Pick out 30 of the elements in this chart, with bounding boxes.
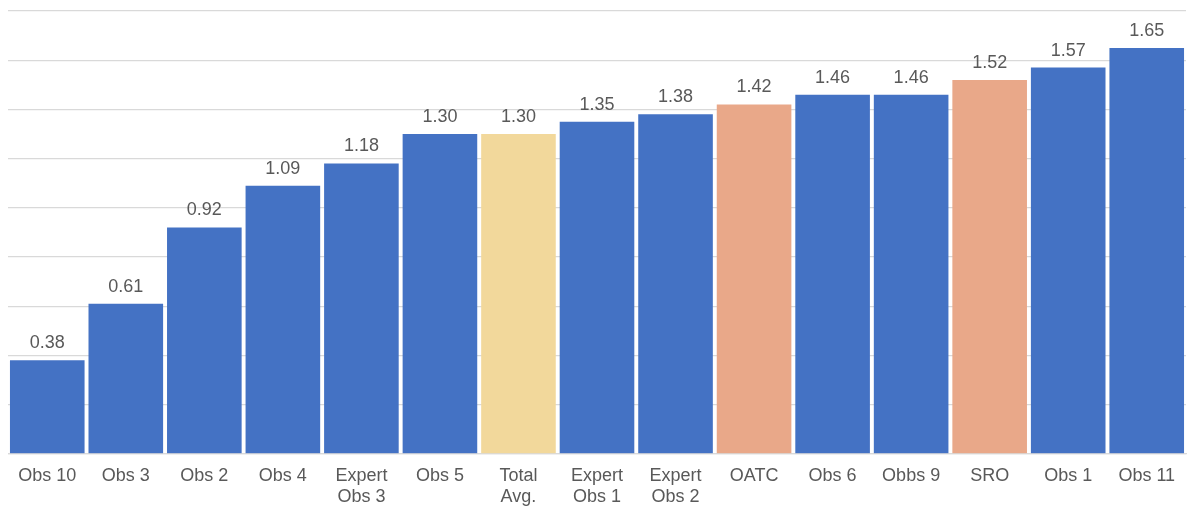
data-label: 1.52 [972,51,1008,72]
x-tick-label: OATC [729,464,779,485]
x-tick-label: Obs 11 [1118,464,1176,485]
data-label: 1.46 [815,66,851,87]
data-label: 1.18 [343,135,379,156]
data-label: 1.42 [736,76,772,97]
data-label: 1.35 [579,93,615,114]
x-tick-label: Obs 2 [180,464,229,485]
x-tick-label: Obs 1 [1044,464,1093,485]
x-tick-label: Obbs 9 [882,464,941,485]
data-label: 1.38 [658,86,694,107]
data-label: 0.38 [29,332,65,353]
data-label: 0.92 [186,199,222,220]
x-tick-label: Obs 6 [808,464,857,485]
x-tick-label: SRO [970,464,1010,485]
data-label: 1.30 [500,105,536,126]
data-label: 0.61 [108,275,144,296]
data-label: 1.30 [422,105,458,126]
x-tick-label: Expert Obs 3 [335,464,388,507]
data-label: 1.57 [1050,39,1086,60]
x-tick-label: Expert Obs 1 [570,464,624,507]
x-tick-label: Total Avg. [499,464,538,507]
x-tick-label: Obs 10 [18,464,77,485]
x-tick-label: Obs 5 [415,464,464,485]
x-tick-label: Expert Obs 2 [649,464,702,507]
x-tick-label: Obs 3 [101,464,150,485]
data-label: 1.46 [893,66,929,87]
data-label: 1.09 [265,157,301,178]
x-tick-label: Obs 4 [258,464,307,485]
data-label: 1.65 [1129,19,1165,40]
